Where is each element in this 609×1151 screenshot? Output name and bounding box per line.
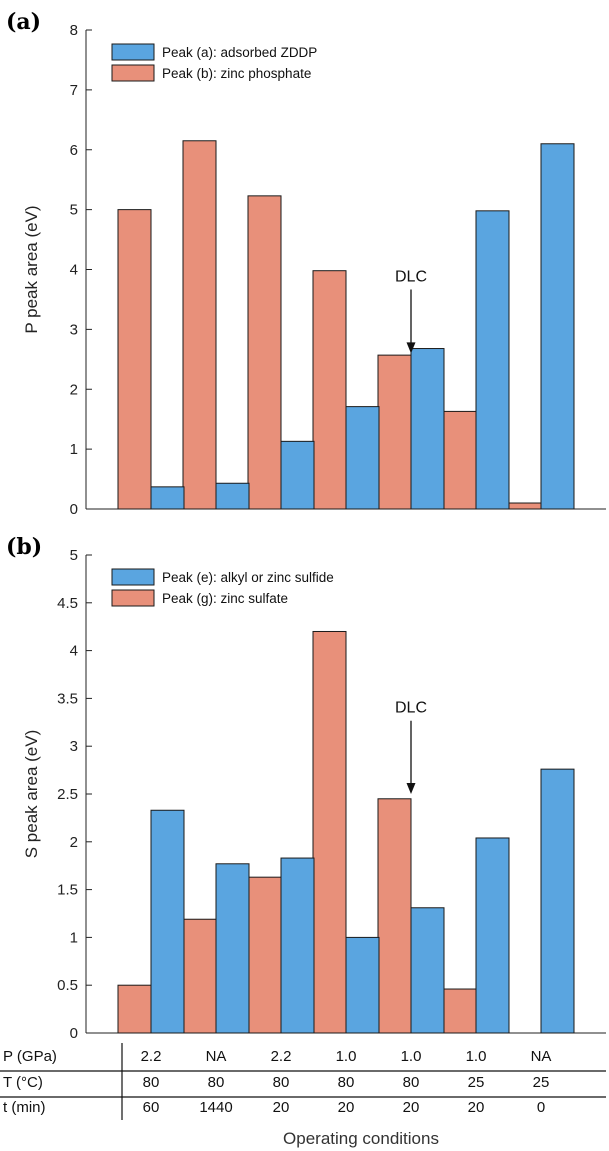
bar-orange-5 (377, 354, 412, 510)
bar-blue-3 (280, 440, 315, 510)
bar-orange-1 (117, 209, 152, 510)
condition-value: 0 (537, 1099, 545, 1116)
y-tick-label: 2.5 (57, 786, 78, 803)
bar-blue-7 (540, 768, 575, 1034)
bar-blue-4 (345, 936, 380, 1034)
bar-orange-3 (247, 876, 282, 1034)
condition-value: 60 (143, 1099, 160, 1116)
condition-row-label: P (GPa) (3, 1048, 57, 1065)
condition-value: 1440 (199, 1099, 232, 1116)
condition-value: 2.2 (271, 1048, 292, 1065)
condition-value: 20 (338, 1099, 355, 1116)
legend-swatch (111, 589, 155, 607)
y-tick-label: 3.5 (57, 690, 78, 707)
condition-row-label: t (min) (3, 1099, 46, 1116)
y-tick-label: 1 (70, 929, 78, 946)
y-tick-label: 3 (70, 738, 78, 755)
bar-orange-4 (312, 630, 347, 1034)
x-axis-label: Operating conditions (283, 1129, 439, 1148)
annotation-arrow-head (406, 342, 416, 354)
y-tick-label: 2 (70, 834, 78, 851)
bar-blue-1 (150, 486, 185, 510)
condition-value: 20 (403, 1099, 420, 1116)
bar-blue-4 (345, 406, 380, 510)
condition-row-label: T (°C) (3, 1074, 43, 1091)
bar-blue-3 (280, 857, 315, 1034)
bar-orange-1 (117, 984, 152, 1034)
y-tick-label: 4 (70, 643, 78, 660)
legend-entry: Peak (g): zinc sulfate (162, 591, 288, 606)
legend-swatch (111, 43, 155, 61)
condition-value: 25 (468, 1074, 485, 1091)
y-tick-label: 0 (70, 1025, 78, 1042)
bar-blue-2 (215, 482, 250, 510)
y-tick-label: 5 (70, 202, 78, 219)
annotation-arrow-head (406, 783, 416, 794)
condition-value: 1.0 (401, 1048, 422, 1065)
bar-blue-5 (410, 907, 445, 1034)
panel-label: (b) (6, 534, 42, 560)
condition-value: NA (531, 1048, 552, 1065)
bar-orange-3 (247, 195, 282, 510)
y-tick-label: 4 (70, 262, 78, 279)
condition-value: 20 (468, 1099, 485, 1116)
condition-value: 2.2 (141, 1048, 162, 1065)
bar-blue-1 (150, 809, 185, 1034)
legend-swatch (111, 64, 155, 82)
condition-value: 25 (533, 1074, 550, 1091)
annotation-label: DLC (395, 700, 427, 717)
y-tick-label: 6 (70, 142, 78, 159)
condition-value: 1.0 (466, 1048, 487, 1065)
bar-blue-5 (410, 348, 445, 510)
condition-value: NA (206, 1048, 227, 1065)
bar-blue-2 (215, 863, 250, 1034)
y-tick-label: 7 (70, 82, 78, 99)
condition-value: 80 (338, 1074, 355, 1091)
y-tick-label: 0.5 (57, 977, 78, 994)
y-tick-label: 2 (70, 381, 78, 398)
y-axis-label: P peak area (eV) (22, 205, 41, 333)
bar-blue-6 (475, 210, 510, 510)
bar-orange-7 (507, 502, 542, 510)
annotation-label: DLC (395, 268, 427, 285)
condition-value: 80 (403, 1074, 420, 1091)
bar-blue-6 (475, 837, 510, 1034)
condition-value: 20 (273, 1099, 290, 1116)
bar-orange-2 (182, 140, 217, 510)
y-tick-label: 1 (70, 441, 78, 458)
legend-entry: Peak (a): adsorbed ZDDP (162, 45, 317, 60)
y-tick-label: 8 (70, 22, 78, 39)
y-tick-label: 0 (70, 501, 78, 518)
condition-value: 80 (143, 1074, 160, 1091)
panel-a-chart: (a) 0 1 2 3 4 5 6 7 8 P peak area (eV) Peak (a): ad… (6, 9, 606, 518)
bar-orange-6 (442, 988, 477, 1034)
legend-entry: Peak (e): alkyl or zinc sulfide (162, 570, 334, 585)
condition-value: 80 (208, 1074, 225, 1091)
bar-orange-5 (377, 798, 412, 1034)
y-tick-label: 5 (70, 547, 78, 564)
condition-value: 1.0 (336, 1048, 357, 1065)
condition-value: 80 (273, 1074, 290, 1091)
y-tick-label: 4.5 (57, 595, 78, 612)
y-axis-label: S peak area (eV) (22, 730, 41, 859)
bar-blue-7 (540, 143, 575, 510)
bar-orange-4 (312, 270, 347, 510)
y-tick-label: 1.5 (57, 882, 78, 899)
panel-b-chart: (b) 0 0.5 1 1.5 2 2.5 3 3.5 4 4.5 5 S peak area (eV)… (6, 534, 606, 1042)
legend-swatch (111, 568, 155, 586)
y-tick-label: 3 (70, 321, 78, 338)
operating-conditions-table: P (GPa) 2.2 NA 2.2 1.0 1.0 1.0 NA T (°C) 80 80 80 80… (0, 1043, 606, 1148)
bar-orange-6 (442, 410, 477, 510)
panel-label: (a) (6, 9, 41, 35)
bar-orange-2 (182, 918, 217, 1034)
legend-entry: Peak (b): zinc phosphate (162, 66, 311, 81)
